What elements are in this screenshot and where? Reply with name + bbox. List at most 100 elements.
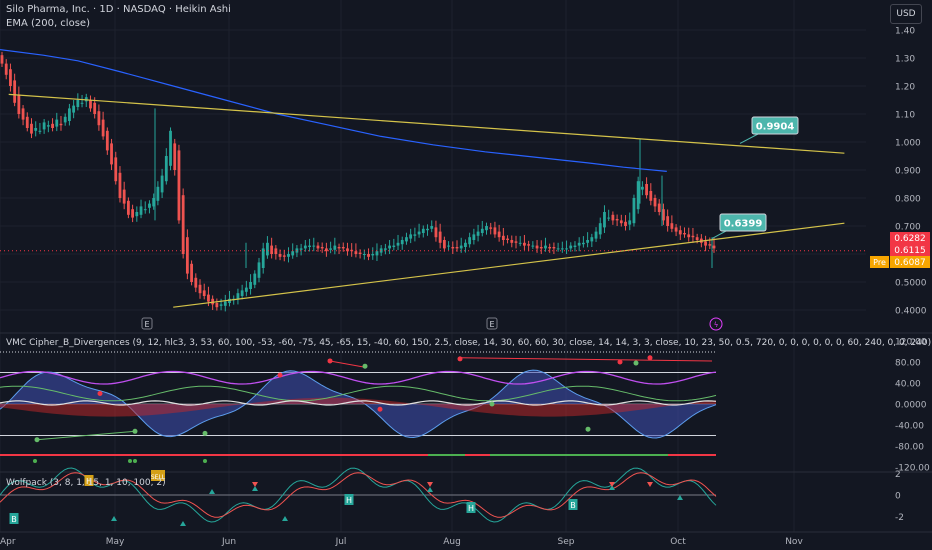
wolf-arrow [111,516,117,521]
candle-body [640,186,644,190]
x-tick-label: Apr [0,537,16,547]
wolf-arrow [180,521,186,526]
candle-body [657,203,661,212]
currency-button[interactable]: USD [890,4,922,24]
candle-body [421,228,425,233]
candle-body [662,209,665,221]
ema-label: EMA (200, close) [6,18,90,29]
candle-body [354,251,358,254]
candle-body [704,241,707,246]
candle-body [535,245,539,249]
vmc-signal-dot [377,406,383,412]
candle-body [548,247,552,249]
wolf-label: H [86,477,92,486]
wolf-arrow [677,495,683,500]
wolf-arrow [427,482,433,487]
candle-body [215,303,219,308]
earnings-marker [141,317,153,330]
vmc-signal-dot [457,356,463,362]
candle-body [202,290,206,296]
candle-body [708,244,712,246]
candle-body [683,233,686,235]
wolf-label-box [9,513,19,524]
line-trendline-lower [173,222,845,308]
candle-body [46,125,50,127]
candle-body [42,122,46,130]
candle-body [291,251,295,256]
callout-label: 0.6399 [724,219,763,230]
candle-body [581,242,585,245]
candle-body [464,242,467,247]
candle-body [169,130,172,166]
candle-body [447,245,450,247]
vmc-signal-dot [489,401,495,407]
candle-body [207,294,210,302]
candle-body [173,143,177,170]
candle-body [4,63,8,75]
candle-body [653,198,657,207]
candle-body [501,235,505,240]
event-icon-glyph: ϟ [714,321,719,329]
candle-body [9,69,12,86]
candle-body [371,254,375,256]
price-badge [890,244,930,256]
vmc-signal-dot [362,363,368,369]
candle-body [198,284,202,294]
x-tick-label: Aug [443,537,461,547]
wolf-label: SELL [151,474,166,481]
candle-body [219,304,223,306]
candle-body [253,273,257,285]
candle-body [160,175,164,193]
vmc-divergence-line [36,430,136,441]
candle-body [34,128,38,131]
candle-body [388,245,391,249]
candle-body [367,254,370,257]
wolf-arrow [609,485,615,490]
wolf-arrow [282,516,288,521]
candle-body [105,130,109,151]
vmc-signal-dot [327,358,333,364]
candle-body [308,245,311,247]
candle-body [13,80,17,103]
callout-leader [711,230,727,240]
vmc-divergence-line [459,357,713,362]
vmc-signal-dot [97,391,103,396]
vmc-signal-dot [202,430,208,436]
y-tick-label: 1.30 [895,55,915,65]
vmc-stoch-line [0,385,717,402]
candle-body [30,123,33,134]
y-tick-label: 0.900 [895,167,921,177]
vmc-legend[interactable]: VMC Cipher_B_Divergences (9, 12, hlc3, 3… [6,338,931,348]
symbol-legend[interactable]: Silo Pharma, Inc. · 1D · NASDAQ · Heikin… [6,4,231,15]
ema-legend[interactable]: EMA (200, close) [6,18,90,29]
candle-body [603,212,606,228]
candle-body [636,181,640,210]
candle-body [523,242,526,246]
candle-body [164,156,168,182]
candle-body [552,247,556,249]
wolf-y-tick: 0 [895,492,901,502]
candle-body [510,240,514,243]
candle-body [240,290,244,296]
candle-body [476,231,480,236]
candle-body [649,191,653,201]
candle-body [63,116,67,123]
candle-body [101,119,105,137]
price-badge [890,256,930,268]
candle-body [544,245,547,249]
x-tick-label: Oct [670,537,686,547]
wolf-label-box [466,502,476,513]
candle-body [358,252,362,254]
candle-body [468,237,472,245]
candle-body [274,248,278,254]
candle-body [312,245,316,247]
candle-body [489,227,493,229]
vmc-y-tick: -40.00 [895,422,924,432]
wolfpack-legend[interactable]: Wolfpack (3, 8, 1, 15, 1, 10, 100, 2) [6,478,166,488]
candle-body [539,247,543,249]
candle-body [531,245,535,247]
wolf-label: B [570,501,576,510]
wolf-label-box [344,494,354,505]
wolf-label: H [346,496,352,505]
